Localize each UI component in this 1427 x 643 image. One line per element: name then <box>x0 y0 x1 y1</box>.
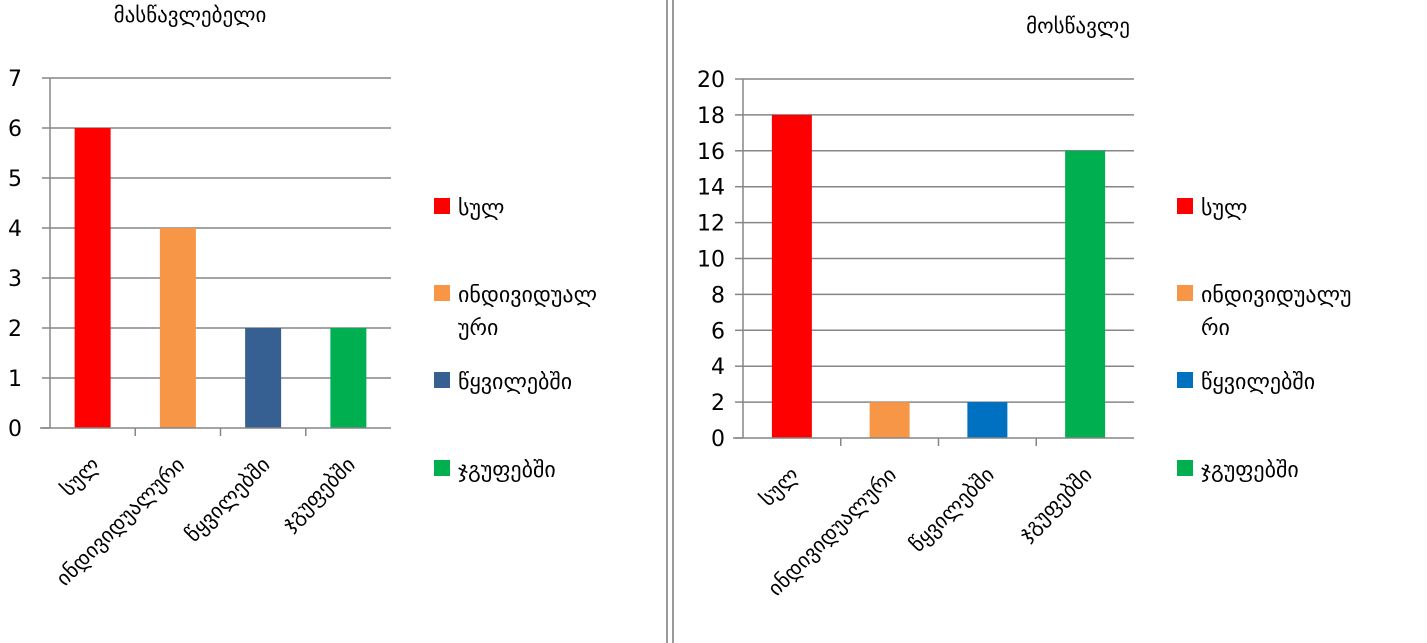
legend-swatch-individual <box>434 285 450 301</box>
legend: სულ ინდივიდუალუ რი წყვილებში ჯგუფებში <box>1177 196 1352 483</box>
y-tick-label: 2 <box>711 391 725 416</box>
y-tick-label: 3 <box>8 267 22 292</box>
bar <box>74 128 111 428</box>
bars <box>771 114 1106 446</box>
legend-swatch-groups <box>434 460 450 476</box>
y-tick-label: 4 <box>8 217 22 242</box>
y-tick-label: 0 <box>711 427 725 452</box>
bar <box>1065 150 1106 439</box>
legend: სულ ინდივიდუალ ური წყვილებში ჯგუფებში <box>434 196 597 483</box>
y-tick-label: 20 <box>697 68 725 93</box>
legend-label-individual-cont: რი <box>1201 316 1230 341</box>
legend-label-individual-cont: ური <box>458 316 498 341</box>
bars <box>74 128 367 436</box>
y-tick-label: 14 <box>697 176 725 201</box>
bar <box>245 328 282 428</box>
legend-label-total: სულ <box>458 196 504 221</box>
bar <box>771 114 812 439</box>
y-tick-label: 7 <box>8 67 22 92</box>
y-tick-label: 12 <box>697 212 725 237</box>
y-tick-label: 4 <box>711 355 725 380</box>
x-category-label: ჯგუფებში <box>277 453 360 536</box>
legend-swatch-total <box>1177 198 1193 214</box>
y-tick-label: 16 <box>697 140 725 165</box>
legend-swatch-individual <box>1177 285 1193 301</box>
x-category-label: ჯგუფებში <box>1014 463 1097 546</box>
legend-label-individual: ინდივიდუალ <box>458 283 597 308</box>
legend-label-groups: ჯგუფებში <box>1201 458 1299 483</box>
legend-swatch-total <box>434 198 450 214</box>
legend-label-total: სულ <box>1201 196 1247 221</box>
chart-title: მოსწავლე <box>1026 14 1130 38</box>
y-axis-ticks: 0 1 2 3 4 5 6 7 <box>8 67 50 442</box>
bar <box>967 402 1008 438</box>
y-tick-label: 10 <box>697 248 725 273</box>
legend-swatch-pairs <box>434 372 450 388</box>
legend-label-groups: ჯგუფებში <box>458 458 556 483</box>
y-tick-label: 1 <box>8 367 22 392</box>
legend-label-pairs: წყვილებში <box>1201 370 1315 395</box>
x-category-label: სულ <box>56 453 104 501</box>
x-category-label: სულ <box>755 463 803 511</box>
legend-label-pairs: წყვილებში <box>458 370 572 395</box>
chart-title: მასწავლებელი <box>114 3 267 27</box>
y-tick-label: 2 <box>8 317 22 342</box>
y-tick-label: 6 <box>8 117 22 142</box>
x-category-label: წყვილებში <box>905 463 999 557</box>
y-tick-label: 0 <box>8 417 22 442</box>
y-axis-ticks: 0 2 4 6 8 10 12 14 16 18 20 <box>697 68 743 452</box>
y-tick-label: 6 <box>711 319 725 344</box>
y-tick-label: 5 <box>8 167 22 192</box>
bar <box>159 228 196 428</box>
y-tick-label: 18 <box>697 104 725 129</box>
legend-swatch-groups <box>1177 460 1193 476</box>
y-tick-label: 8 <box>711 283 725 308</box>
bar <box>330 328 367 428</box>
legend-label-individual: ინდივიდუალუ <box>1201 283 1352 308</box>
legend-swatch-pairs <box>1177 372 1193 388</box>
bar <box>869 402 910 438</box>
x-category-label: წყვილებში <box>181 453 275 547</box>
